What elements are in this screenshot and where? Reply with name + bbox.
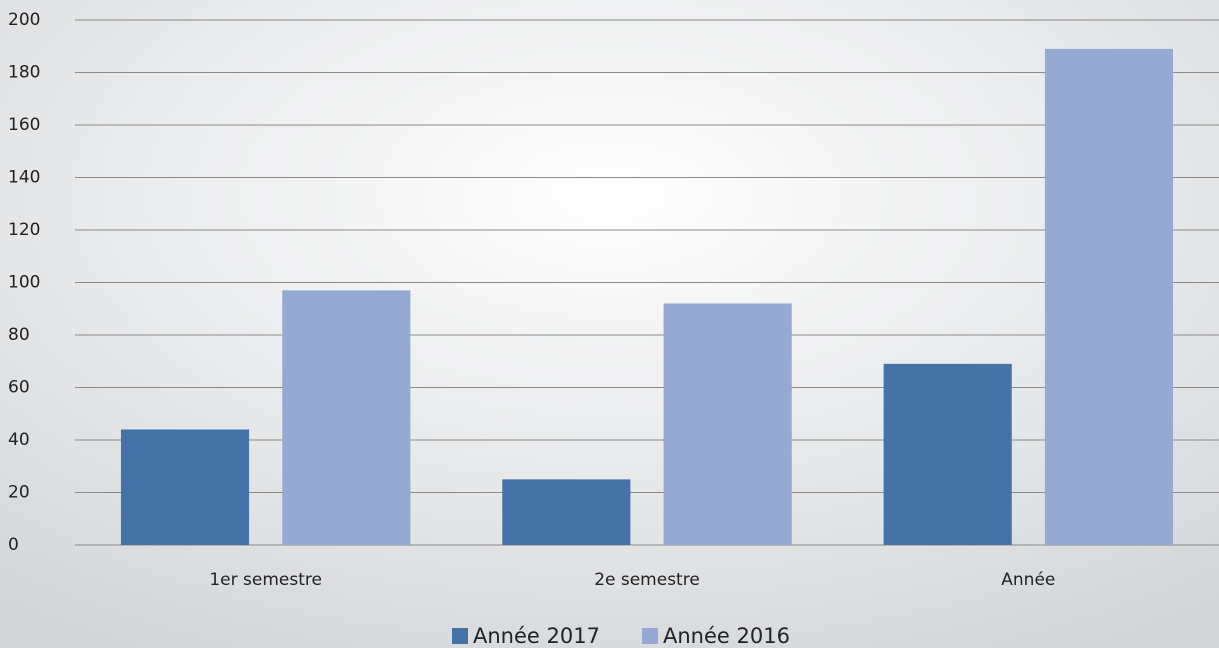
- x-tick-label: Année: [1001, 570, 1055, 590]
- legend-label: Année 2016: [663, 624, 790, 648]
- bar: [883, 363, 1012, 545]
- bar: [502, 479, 631, 545]
- y-tick-label: 80: [8, 325, 30, 345]
- legend-swatch: [452, 628, 468, 644]
- y-tick-label: 200: [8, 10, 40, 30]
- x-tick-label: 2e semestre: [594, 570, 700, 590]
- bar: [1044, 48, 1174, 545]
- legend-swatch: [642, 628, 658, 644]
- bar: [120, 429, 250, 545]
- y-tick-label: 40: [8, 430, 30, 450]
- y-tick-label: 180: [8, 63, 40, 83]
- bar: [663, 303, 792, 545]
- y-tick-label: 60: [8, 378, 30, 398]
- y-tick-label: 120: [8, 220, 40, 240]
- bar: [282, 290, 411, 545]
- y-tick-label: 0: [8, 535, 19, 555]
- legend-label: Année 2017: [473, 624, 600, 648]
- y-tick-label: 140: [8, 168, 40, 188]
- x-tick-label: 1er semestre: [209, 570, 322, 590]
- y-tick-label: 100: [8, 273, 40, 293]
- y-tick-label: 160: [8, 115, 40, 135]
- y-tick-label: 20: [8, 483, 30, 503]
